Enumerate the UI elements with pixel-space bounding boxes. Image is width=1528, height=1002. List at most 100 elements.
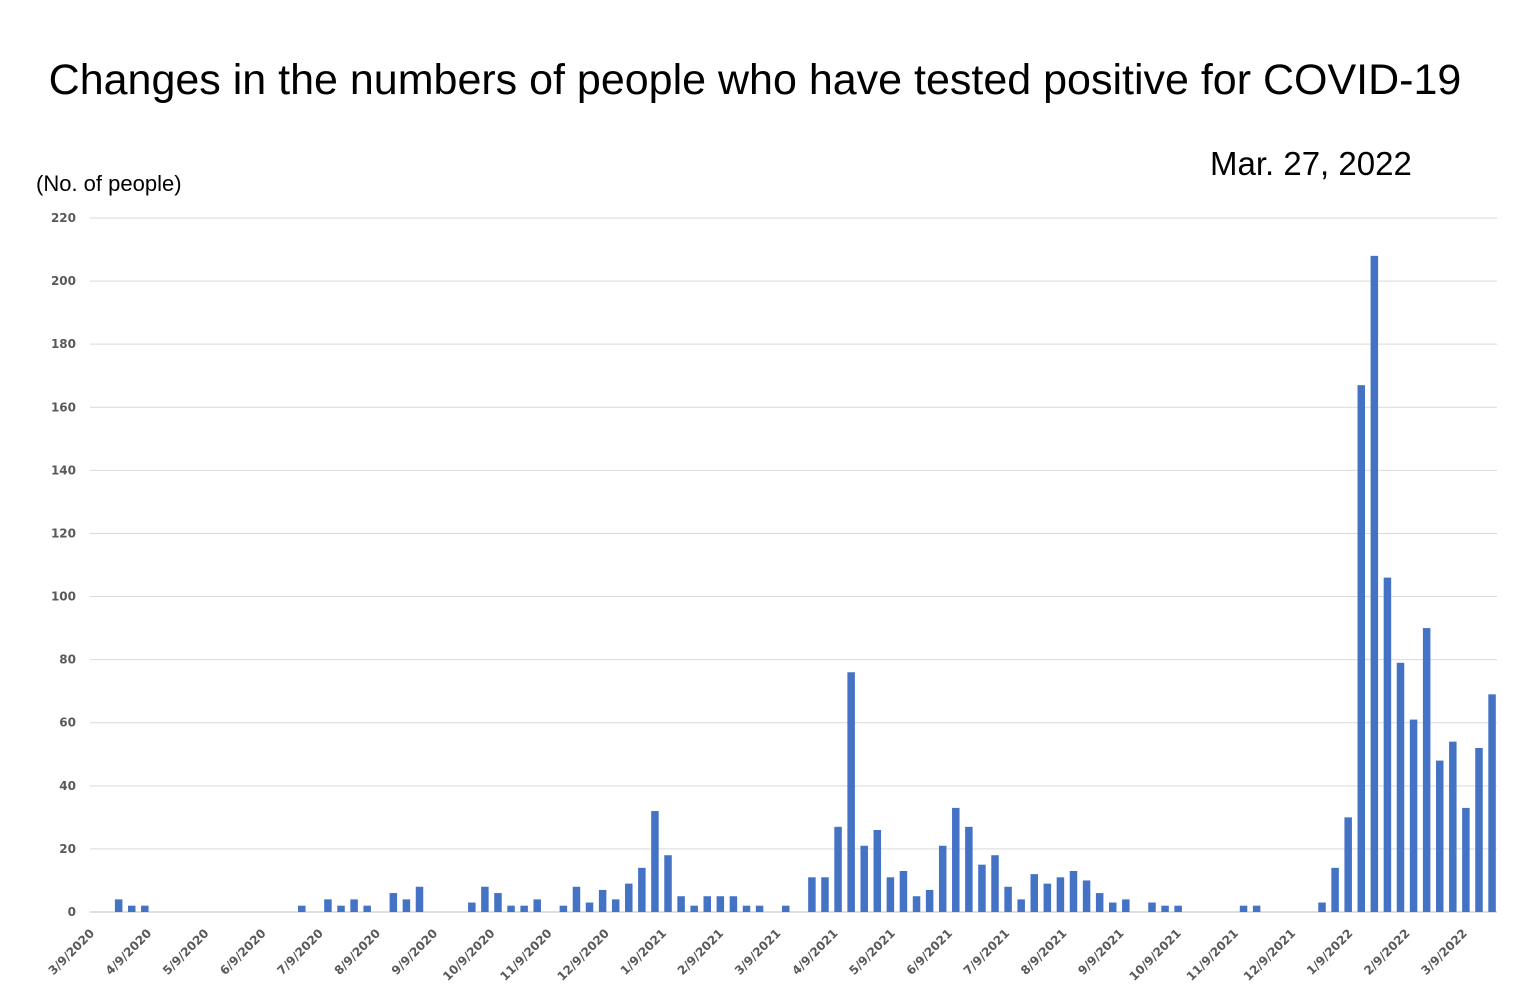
x-tick-label: 11/9/2021 xyxy=(1184,926,1241,983)
x-tick-label: 7/9/2021 xyxy=(961,926,1013,978)
bar xyxy=(1004,886,1012,912)
bar xyxy=(1252,905,1261,912)
bar xyxy=(965,826,973,912)
bar xyxy=(625,883,633,912)
bar xyxy=(1030,874,1039,912)
bar xyxy=(481,886,489,912)
bar xyxy=(703,896,712,912)
y-tick-label: 80 xyxy=(59,653,76,667)
x-tick-label: 10/9/2020 xyxy=(440,926,497,983)
bar xyxy=(1435,760,1444,912)
bar xyxy=(729,896,738,912)
bar xyxy=(337,905,345,912)
bar xyxy=(598,889,607,912)
bar xyxy=(834,826,842,912)
bar xyxy=(324,899,332,912)
x-tick-label: 12/9/2021 xyxy=(1241,926,1298,983)
y-tick-label: 220 xyxy=(51,211,76,225)
x-tick-label: 4/9/2020 xyxy=(103,926,155,978)
chart-title: Changes in the numbers of people who hav… xyxy=(48,56,1462,104)
bar xyxy=(1148,902,1156,912)
bar xyxy=(350,899,358,912)
y-tick-label: 20 xyxy=(59,842,76,856)
bar xyxy=(716,896,725,912)
bar xyxy=(415,886,424,912)
x-tick-label: 7/9/2020 xyxy=(274,926,326,978)
y-tick-label: 100 xyxy=(51,590,76,604)
x-tick-label: 8/9/2021 xyxy=(1018,926,1070,978)
bar xyxy=(1422,628,1431,912)
bar xyxy=(389,893,398,912)
bar xyxy=(690,905,698,912)
bar xyxy=(1462,807,1470,912)
bar xyxy=(1082,880,1091,912)
bar xyxy=(938,845,947,912)
bar xyxy=(1239,905,1248,912)
bar xyxy=(991,855,999,912)
gridlines xyxy=(90,217,1497,913)
bar xyxy=(952,807,960,912)
bar xyxy=(1095,893,1104,912)
bar xyxy=(677,896,685,912)
bar xyxy=(507,905,515,912)
x-tick-label: 10/9/2021 xyxy=(1126,926,1183,983)
bar xyxy=(585,902,594,912)
bar xyxy=(912,896,921,912)
bar xyxy=(1017,899,1025,912)
y-tick-label: 200 xyxy=(51,274,76,288)
y-tick-label: 120 xyxy=(51,526,76,540)
bar xyxy=(520,905,528,912)
bar xyxy=(559,905,568,912)
x-tick-label: 5/9/2020 xyxy=(160,926,212,978)
bar xyxy=(1174,905,1182,912)
bar xyxy=(1344,817,1352,912)
x-tick-label: 3/9/2020 xyxy=(46,926,98,978)
bar xyxy=(402,899,411,912)
bar xyxy=(1161,905,1169,912)
bar xyxy=(860,845,868,912)
y-axis-ticks: 0 20 40 60 80 100 120 140 160 180 200 220 xyxy=(51,211,76,919)
y-tick-label: 60 xyxy=(59,716,76,730)
bar xyxy=(664,855,672,912)
bar xyxy=(755,905,764,912)
bar xyxy=(978,864,986,912)
bar xyxy=(638,867,646,912)
bar xyxy=(1488,694,1496,912)
x-tick-label: 4/9/2021 xyxy=(789,926,841,978)
bar xyxy=(468,902,476,912)
x-tick-label: 6/9/2020 xyxy=(217,926,269,978)
bar xyxy=(1069,870,1078,912)
bar xyxy=(651,811,659,912)
x-tick-label: 2/9/2022 xyxy=(1361,926,1413,978)
bar xyxy=(1331,867,1339,912)
bar xyxy=(1449,741,1457,912)
x-tick-label: 5/9/2021 xyxy=(846,926,898,978)
bar xyxy=(127,905,136,912)
bar xyxy=(298,905,306,912)
y-axis-label: (No. of people) xyxy=(36,171,182,196)
bar xyxy=(1056,877,1065,912)
bar xyxy=(611,899,620,912)
x-tick-label: 1/9/2021 xyxy=(618,926,670,978)
x-tick-label: 11/9/2020 xyxy=(497,926,554,983)
bar xyxy=(899,870,908,912)
chart-date: Mar. 27, 2022 xyxy=(1210,145,1412,182)
bar xyxy=(925,889,934,912)
x-tick-label: 3/9/2021 xyxy=(732,926,784,978)
bar xyxy=(1122,899,1130,912)
bar xyxy=(1396,662,1405,912)
x-tick-label: 6/9/2021 xyxy=(904,926,956,978)
bar xyxy=(808,877,816,912)
y-tick-label: 0 xyxy=(68,905,76,919)
bar xyxy=(141,905,149,912)
x-tick-label: 9/9/2021 xyxy=(1075,926,1127,978)
bar xyxy=(1357,385,1366,912)
bars xyxy=(114,255,1496,913)
bar xyxy=(1370,255,1379,913)
bar xyxy=(114,899,123,912)
y-tick-label: 160 xyxy=(51,400,76,414)
bar xyxy=(742,905,751,912)
bar xyxy=(533,899,541,912)
x-tick-label: 8/9/2020 xyxy=(332,926,384,978)
